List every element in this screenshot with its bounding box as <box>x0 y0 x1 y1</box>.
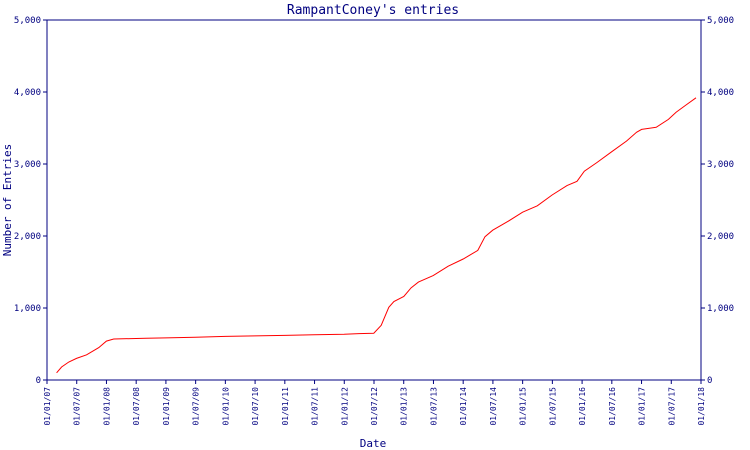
y-tick-label-right: 1,000 <box>707 304 734 314</box>
y-tick-label-right: 0 <box>707 376 712 386</box>
y-axis-title: Number of Entries <box>1 144 14 257</box>
x-tick-label: 01/07/07 <box>73 387 82 426</box>
y-tick-label-left: 0 <box>36 376 41 386</box>
x-tick-label: 01/01/15 <box>519 387 528 426</box>
x-tick-label: 01/01/17 <box>638 387 647 426</box>
series-line <box>56 97 697 374</box>
y-axis-right: 0 1,000 2,000 3,000 4,000 5,000 <box>701 16 734 386</box>
chart-title: RampantConey's entries <box>287 3 459 18</box>
y-tick-label-right: 5,000 <box>707 16 734 26</box>
x-tick-label: 01/07/17 <box>667 387 676 426</box>
plot-area-frame <box>46 19 702 381</box>
x-tick-label: 01/01/08 <box>102 387 111 426</box>
x-tick-label: 01/01/18 <box>697 387 706 426</box>
x-axis: 01/01/07 01/07/07 01/01/08 01/07/08 01/01/09… <box>43 380 706 426</box>
y-tick-label-right: 4,000 <box>707 88 734 98</box>
x-tick-label: 01/01/11 <box>281 387 290 426</box>
x-tick-label: 01/07/13 <box>429 387 438 426</box>
x-axis-title: Date <box>360 437 387 450</box>
x-tick-label: 01/07/12 <box>370 387 379 426</box>
x-tick-label: 01/01/07 <box>43 387 52 426</box>
y-axis-left: 0 1,000 2,000 3,000 4,000 5,000 <box>14 16 47 386</box>
x-tick-label: 01/07/14 <box>489 387 498 426</box>
x-tick-label: 01/01/10 <box>221 387 230 426</box>
y-tick-label-left: 2,000 <box>14 232 41 242</box>
x-tick-label: 01/01/16 <box>578 387 587 426</box>
x-tick-label: 01/07/09 <box>192 387 201 426</box>
x-tick-label: 01/07/10 <box>251 387 260 426</box>
y-tick-label-right: 2,000 <box>707 232 734 242</box>
y-tick-label-left: 3,000 <box>14 160 41 170</box>
y-tick-label-right: 3,000 <box>707 160 734 170</box>
x-tick-label: 01/07/15 <box>548 387 557 426</box>
x-tick-label: 01/01/09 <box>162 387 171 426</box>
x-tick-label: 01/07/11 <box>311 387 320 426</box>
x-tick-label: 01/07/08 <box>132 387 141 426</box>
x-tick-label: 01/07/16 <box>608 387 617 426</box>
x-tick-label: 01/01/13 <box>400 387 409 426</box>
x-tick-label: 01/01/12 <box>340 387 349 426</box>
y-tick-label-left: 5,000 <box>14 16 41 26</box>
x-tick-label: 01/01/14 <box>459 387 468 426</box>
y-tick-label-left: 4,000 <box>14 88 41 98</box>
y-tick-label-left: 1,000 <box>14 304 41 314</box>
